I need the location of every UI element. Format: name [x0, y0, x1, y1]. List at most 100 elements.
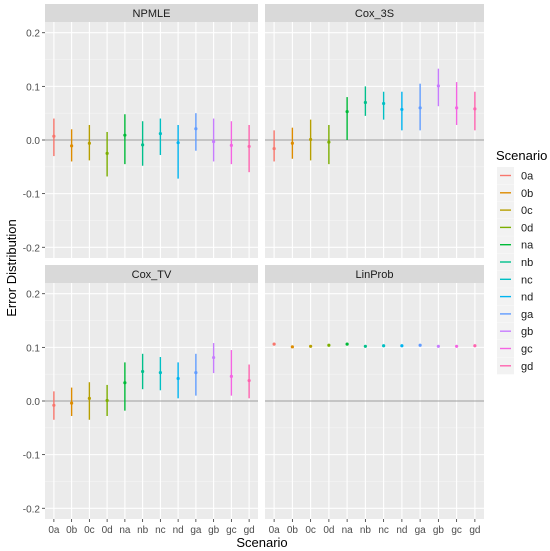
legend-label: 0a	[521, 171, 534, 183]
x-tick-label: gb	[433, 525, 445, 536]
data-point	[345, 342, 349, 346]
data-point	[436, 344, 440, 348]
y-tick-label: 0.2	[26, 29, 40, 40]
data-point	[229, 374, 233, 378]
x-tick-label: nd	[396, 525, 407, 536]
data-point	[176, 376, 180, 381]
data-point	[363, 100, 367, 105]
data-point	[363, 344, 367, 348]
y-axis-title: Error Distribution	[4, 219, 19, 317]
x-tick-label: 0a	[269, 525, 281, 536]
legend-entry: gd	[497, 357, 533, 375]
facet-title: LinProb	[356, 269, 394, 281]
x-axis-title: Scenario	[236, 535, 287, 550]
legend-label: gd	[521, 361, 533, 373]
x-tick-label: nc	[378, 525, 389, 536]
x-tick-label: na	[119, 525, 131, 536]
data-point	[176, 141, 180, 145]
legend-entry: nb	[497, 253, 533, 271]
facet-panel: NPMLE -0.2 -0.1 0.0 0.1 0.2	[23, 4, 258, 258]
data-point	[247, 379, 251, 383]
legend-entry: ga	[497, 305, 534, 323]
x-tick-label: ga	[190, 525, 202, 536]
y-tick-label: 0.0	[26, 397, 40, 408]
data-point	[382, 101, 386, 106]
data-point	[87, 396, 91, 400]
facet-title: NPMLE	[133, 8, 171, 20]
data-point	[473, 344, 477, 348]
facet-strip	[45, 265, 258, 283]
x-tick-label: na	[342, 525, 354, 536]
data-point	[105, 151, 109, 156]
data-point	[455, 344, 459, 348]
x-tick-label: gd	[469, 525, 480, 536]
x-tick-label: gb	[208, 525, 220, 536]
data-point	[105, 398, 109, 403]
facet-strip	[45, 4, 258, 22]
data-point	[212, 355, 216, 360]
data-point	[327, 140, 331, 144]
legend-label: ga	[521, 309, 534, 321]
legend-entry: gc	[497, 340, 533, 357]
legend-entry: 0b	[497, 184, 533, 202]
facet-title: Cox_3S	[355, 8, 394, 20]
facet-title: Cox_TV	[132, 269, 172, 281]
data-point	[455, 106, 459, 110]
legend-label: 0c	[521, 205, 533, 217]
data-point	[70, 401, 74, 405]
x-tick-label: 0b	[66, 525, 78, 536]
data-point	[345, 109, 349, 114]
x-tick-label: 0d	[323, 525, 334, 536]
facet-strip	[265, 4, 484, 22]
data-point	[194, 370, 198, 375]
data-point	[141, 143, 145, 147]
data-point	[141, 369, 145, 374]
data-point	[229, 143, 233, 147]
legend-label: nc	[521, 274, 533, 286]
legend-entry: 0c	[497, 201, 533, 219]
legend-label: 0b	[521, 188, 533, 200]
x-tick-label: gc	[226, 525, 237, 536]
data-point	[123, 133, 127, 137]
legend-entry: 0d	[497, 218, 533, 236]
legend-entry: nc	[497, 270, 533, 288]
y-tick-label: -0.2	[23, 504, 41, 515]
legend-label: nd	[521, 292, 533, 304]
x-tick-label: 0c	[305, 525, 316, 536]
data-point	[327, 343, 331, 347]
data-point	[436, 84, 440, 88]
data-point	[473, 107, 477, 111]
legend: 0a 0b 0c 0d na nb nc nd ga gb gc gd	[497, 167, 534, 375]
data-point	[418, 343, 422, 347]
x-tick-label: gd	[244, 525, 255, 536]
y-tick-label: 0.1	[26, 343, 40, 354]
data-point	[123, 381, 127, 385]
data-point	[70, 144, 74, 148]
data-point	[418, 106, 422, 110]
data-point	[158, 370, 162, 375]
x-tick-label: nb	[360, 525, 372, 536]
x-tick-label: 0a	[48, 525, 60, 536]
legend-label: na	[521, 240, 534, 252]
x-tick-label: 0b	[287, 525, 299, 536]
y-tick-label: -0.1	[23, 451, 41, 462]
data-point	[290, 141, 294, 145]
x-tick-label: 0d	[102, 525, 113, 536]
data-point	[87, 141, 91, 145]
x-tick-label: nd	[173, 525, 184, 536]
data-point	[272, 342, 276, 346]
legend-entry: gb	[497, 322, 533, 340]
facet-panel: LinProb 0a 0b 0c 0d na nb nc nd ga gb gc gd	[265, 265, 484, 536]
facet-panel: Cox_TV-0.2-0.10.00.10.20a 0b 0c 0d na nb nc nd g…	[23, 265, 258, 536]
legend-label: gc	[521, 344, 533, 356]
y-tick-label: -0.2	[23, 243, 41, 254]
y-tick-label: -0.1	[23, 190, 41, 201]
data-point	[400, 107, 404, 112]
data-point	[290, 345, 294, 349]
panels-layer: NPMLE -0.2 -0.1 0.0 0.1 0.2 Cox_3S Cox_TV -0.2 -0…	[23, 4, 484, 536]
y-tick-label: 0.2	[26, 290, 40, 301]
legend-entry: nd	[497, 288, 533, 306]
data-point	[158, 131, 162, 136]
data-point	[309, 137, 313, 142]
legend-entry: na	[497, 236, 534, 254]
